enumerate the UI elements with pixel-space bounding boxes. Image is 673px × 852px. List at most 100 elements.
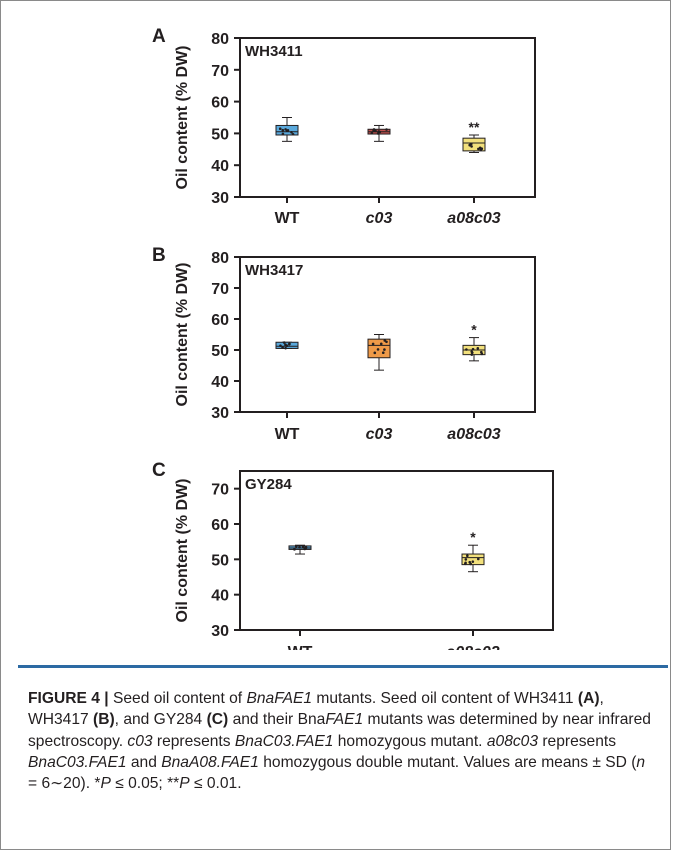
caption-divider bbox=[18, 665, 668, 668]
data-point bbox=[293, 548, 296, 551]
data-point bbox=[374, 129, 377, 133]
caption-gene: BnaFAE1 bbox=[246, 690, 313, 707]
data-point bbox=[284, 346, 287, 350]
data-point bbox=[282, 341, 286, 344]
data-point bbox=[385, 128, 388, 131]
y-tick-label: 40 bbox=[211, 374, 229, 391]
caption-panel-ref: (B) bbox=[93, 711, 115, 729]
data-point bbox=[281, 346, 284, 349]
y-tick-label: 40 bbox=[211, 588, 229, 605]
caption-text: and their Bna bbox=[228, 711, 326, 729]
caption-text: represents bbox=[152, 732, 235, 750]
y-axis-label: Oil content (% DW) bbox=[174, 479, 191, 623]
caption-gene: a08c03 bbox=[486, 732, 539, 750]
data-point bbox=[373, 351, 377, 355]
data-point bbox=[383, 339, 387, 342]
data-point bbox=[298, 546, 301, 549]
data-point bbox=[464, 558, 468, 561]
data-point bbox=[281, 132, 285, 136]
caption-text: = 6∼20). * bbox=[28, 775, 101, 793]
data-point bbox=[471, 347, 475, 351]
data-point bbox=[371, 342, 375, 346]
data-point bbox=[285, 344, 289, 348]
data-point bbox=[383, 348, 386, 351]
data-point bbox=[284, 128, 287, 131]
data-point bbox=[464, 562, 467, 566]
panel-label: B bbox=[152, 245, 166, 266]
caption-variable: n bbox=[636, 753, 646, 771]
caption-text: and bbox=[126, 753, 162, 771]
data-point bbox=[301, 545, 305, 549]
caption-text: mutants was determined by near infrared … bbox=[28, 711, 651, 750]
caption-text: ≤ 0.01. bbox=[189, 775, 242, 793]
data-point bbox=[376, 348, 380, 351]
data-point bbox=[370, 131, 374, 135]
data-point bbox=[381, 351, 385, 355]
x-tick-label: WT bbox=[275, 210, 300, 227]
genotype-label: GY284 bbox=[245, 476, 292, 493]
genotype-label: WH3411 bbox=[245, 43, 303, 60]
panel-label: A bbox=[152, 26, 166, 47]
y-tick-label: 50 bbox=[211, 126, 229, 143]
y-tick-label: 40 bbox=[211, 158, 229, 175]
data-point bbox=[288, 342, 291, 346]
figure-caption: FIGURE 4 | Seed oil content of BnaFAE1 m… bbox=[28, 688, 653, 794]
caption-panel-ref: (A) bbox=[577, 690, 600, 707]
panel-label: C bbox=[152, 460, 166, 481]
caption-variable: P bbox=[179, 775, 190, 793]
y-tick-label: 30 bbox=[211, 190, 229, 207]
chart-panel-B: B WH3417 30 40 50 60 70 80 Oil content (% DW) WT c… bbox=[152, 245, 536, 443]
data-point bbox=[291, 132, 295, 136]
x-tick-label: c03 bbox=[366, 210, 393, 227]
x-tick-label: WT bbox=[275, 426, 300, 443]
caption-text: homozygous mutant. bbox=[333, 732, 487, 750]
data-point bbox=[281, 128, 285, 132]
data-point bbox=[378, 130, 382, 134]
y-tick-label: 30 bbox=[211, 405, 229, 422]
data-point bbox=[480, 352, 484, 356]
y-tick-label: 50 bbox=[211, 343, 229, 360]
x-tick-label: a08c03 bbox=[447, 210, 500, 227]
y-tick-label: 70 bbox=[211, 482, 229, 499]
caption-text: mutants. Seed oil content of WH3411 bbox=[312, 690, 578, 707]
y-tick-label: 60 bbox=[211, 312, 229, 329]
data-point bbox=[279, 344, 282, 347]
y-tick-label: 50 bbox=[211, 552, 229, 569]
y-tick-label: 60 bbox=[211, 95, 229, 112]
data-point bbox=[479, 148, 483, 152]
significance-marker: * bbox=[470, 529, 476, 545]
data-point bbox=[466, 554, 469, 557]
y-tick-label: 70 bbox=[211, 63, 229, 80]
caption-gene: BnaA08.FAE1 bbox=[161, 753, 259, 771]
y-axis-label: Oil content (% DW) bbox=[174, 263, 191, 407]
data-point bbox=[468, 143, 472, 147]
y-tick-label: 80 bbox=[211, 250, 229, 267]
data-point bbox=[376, 132, 380, 135]
caption-text: , and GY284 bbox=[114, 711, 207, 729]
caption-gene: BnaC03.FAE1 bbox=[28, 753, 127, 771]
significance-marker: * bbox=[471, 322, 477, 338]
caption-gene: BnaC03.FAE1 bbox=[234, 732, 334, 750]
data-point bbox=[290, 130, 293, 134]
x-tick-label: WT bbox=[288, 644, 313, 650]
x-tick-label: a08c03 bbox=[447, 426, 500, 443]
data-point bbox=[379, 342, 383, 346]
genotype-label: WH3417 bbox=[245, 262, 303, 279]
y-tick-label: 80 bbox=[211, 31, 229, 48]
significance-marker: ** bbox=[469, 119, 480, 135]
y-tick-label: 60 bbox=[211, 517, 229, 534]
box-a08c03 bbox=[461, 553, 485, 566]
caption-figure-label: FIGURE 4 | bbox=[28, 690, 109, 707]
data-point bbox=[471, 560, 475, 563]
chart-panel-C: C GY284 30 40 50 60 70 Oil content (% DW) WT a08c… bbox=[152, 460, 554, 650]
data-point bbox=[303, 547, 307, 550]
data-point bbox=[478, 146, 482, 150]
plot-frame bbox=[239, 37, 536, 198]
x-tick-label: a08c03 bbox=[446, 644, 499, 650]
y-tick-label: 30 bbox=[211, 623, 229, 640]
y-axis-label: Oil content (% DW) bbox=[174, 46, 191, 190]
data-point bbox=[278, 127, 282, 131]
y-tick-label: 70 bbox=[211, 281, 229, 298]
caption-text: represents bbox=[538, 732, 617, 750]
